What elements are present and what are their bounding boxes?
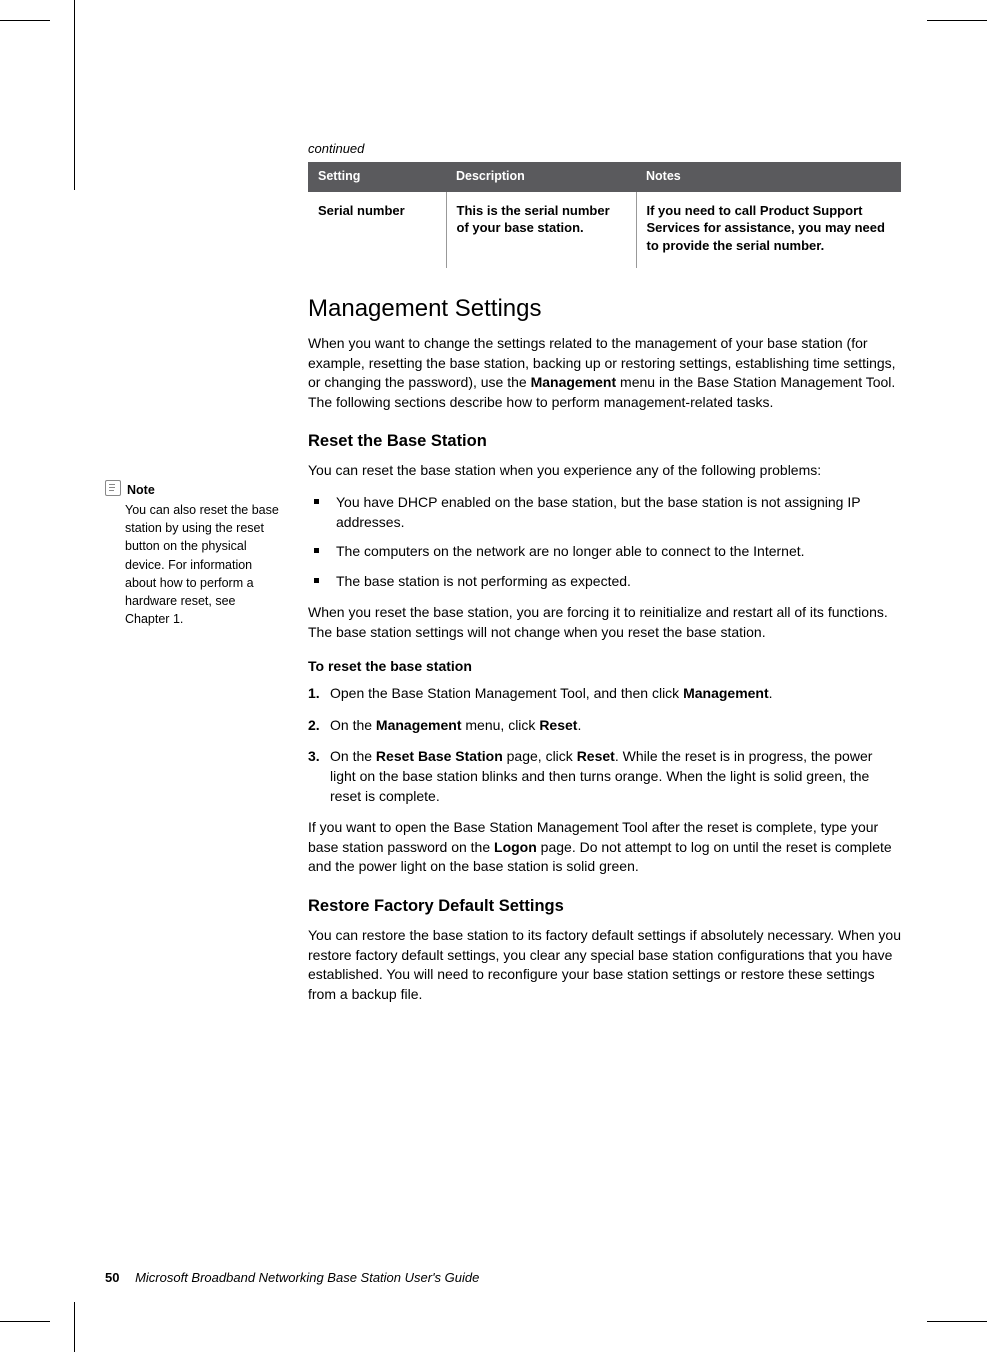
reset-base-station-bold: Reset Base Station <box>376 748 503 764</box>
restore-heading: Restore Factory Default Settings <box>308 895 901 918</box>
text: page, click <box>503 748 577 764</box>
list-item: You have DHCP enabled on the base statio… <box>328 493 901 532</box>
note-body: You can also reset the base station by u… <box>105 501 280 628</box>
restore-intro: You can restore the base station to its … <box>308 926 901 1004</box>
footer-title: Microsoft Broadband Networking Base Stat… <box>135 1270 479 1285</box>
text: . <box>577 717 581 733</box>
reset-bold: Reset <box>539 717 577 733</box>
management-bold: Management <box>531 374 617 390</box>
text: . <box>769 685 773 701</box>
cell-description: This is the serial number of your base s… <box>446 192 636 269</box>
reset-steps-heading: To reset the base station <box>308 657 901 677</box>
list-item: The base station is not performing as ex… <box>328 572 901 592</box>
margin-note: Note You can also reset the base station… <box>105 480 280 628</box>
crop-mark <box>74 0 75 190</box>
col-notes-header: Notes <box>636 162 901 192</box>
text: On the <box>330 717 376 733</box>
step-2: On the Management menu, click Reset. <box>330 716 901 736</box>
main-content: continued Setting Description Notes Seri… <box>308 140 901 1016</box>
text: menu, click <box>462 717 540 733</box>
crop-mark <box>0 1321 50 1322</box>
crop-mark <box>927 20 987 21</box>
note-icon <box>105 480 121 496</box>
reset-explain: When you reset the base station, you are… <box>308 603 901 642</box>
col-description-header: Description <box>446 162 636 192</box>
continued-label: continued <box>308 140 901 158</box>
management-intro: When you want to change the settings rel… <box>308 334 901 412</box>
note-heading: Note <box>105 480 280 499</box>
logon-bold: Logon <box>494 839 537 855</box>
reset-after: If you want to open the Base Station Man… <box>308 818 901 877</box>
list-item: The computers on the network are no long… <box>328 542 901 562</box>
management-bold: Management <box>683 685 769 701</box>
crop-mark <box>0 20 50 21</box>
page-number: 50 <box>105 1270 119 1285</box>
table-row: Serial number This is the serial number … <box>308 192 901 269</box>
crop-mark <box>927 1321 987 1322</box>
management-bold: Management <box>376 717 462 733</box>
step-1: Open the Base Station Management Tool, a… <box>330 684 901 704</box>
page-footer: 50 Microsoft Broadband Networking Base S… <box>105 1269 479 1287</box>
table-header-row: Setting Description Notes <box>308 162 901 192</box>
text: On the <box>330 748 376 764</box>
reset-bold: Reset <box>577 748 615 764</box>
crop-mark <box>74 1302 75 1352</box>
reset-steps: Open the Base Station Management Tool, a… <box>308 684 901 806</box>
reset-intro: You can reset the base station when you … <box>308 461 901 481</box>
text: Open the Base Station Management Tool, a… <box>330 685 683 701</box>
reset-heading: Reset the Base Station <box>308 430 901 453</box>
cell-setting: Serial number <box>308 192 446 269</box>
settings-table: Setting Description Notes Serial number … <box>308 162 901 268</box>
col-setting-header: Setting <box>308 162 446 192</box>
step-3: On the Reset Base Station page, click Re… <box>330 747 901 806</box>
cell-notes: If you need to call Product Support Serv… <box>636 192 901 269</box>
note-label: Note <box>127 483 155 497</box>
management-settings-heading: Management Settings <box>308 292 901 326</box>
reset-problem-list: You have DHCP enabled on the base statio… <box>308 493 901 591</box>
